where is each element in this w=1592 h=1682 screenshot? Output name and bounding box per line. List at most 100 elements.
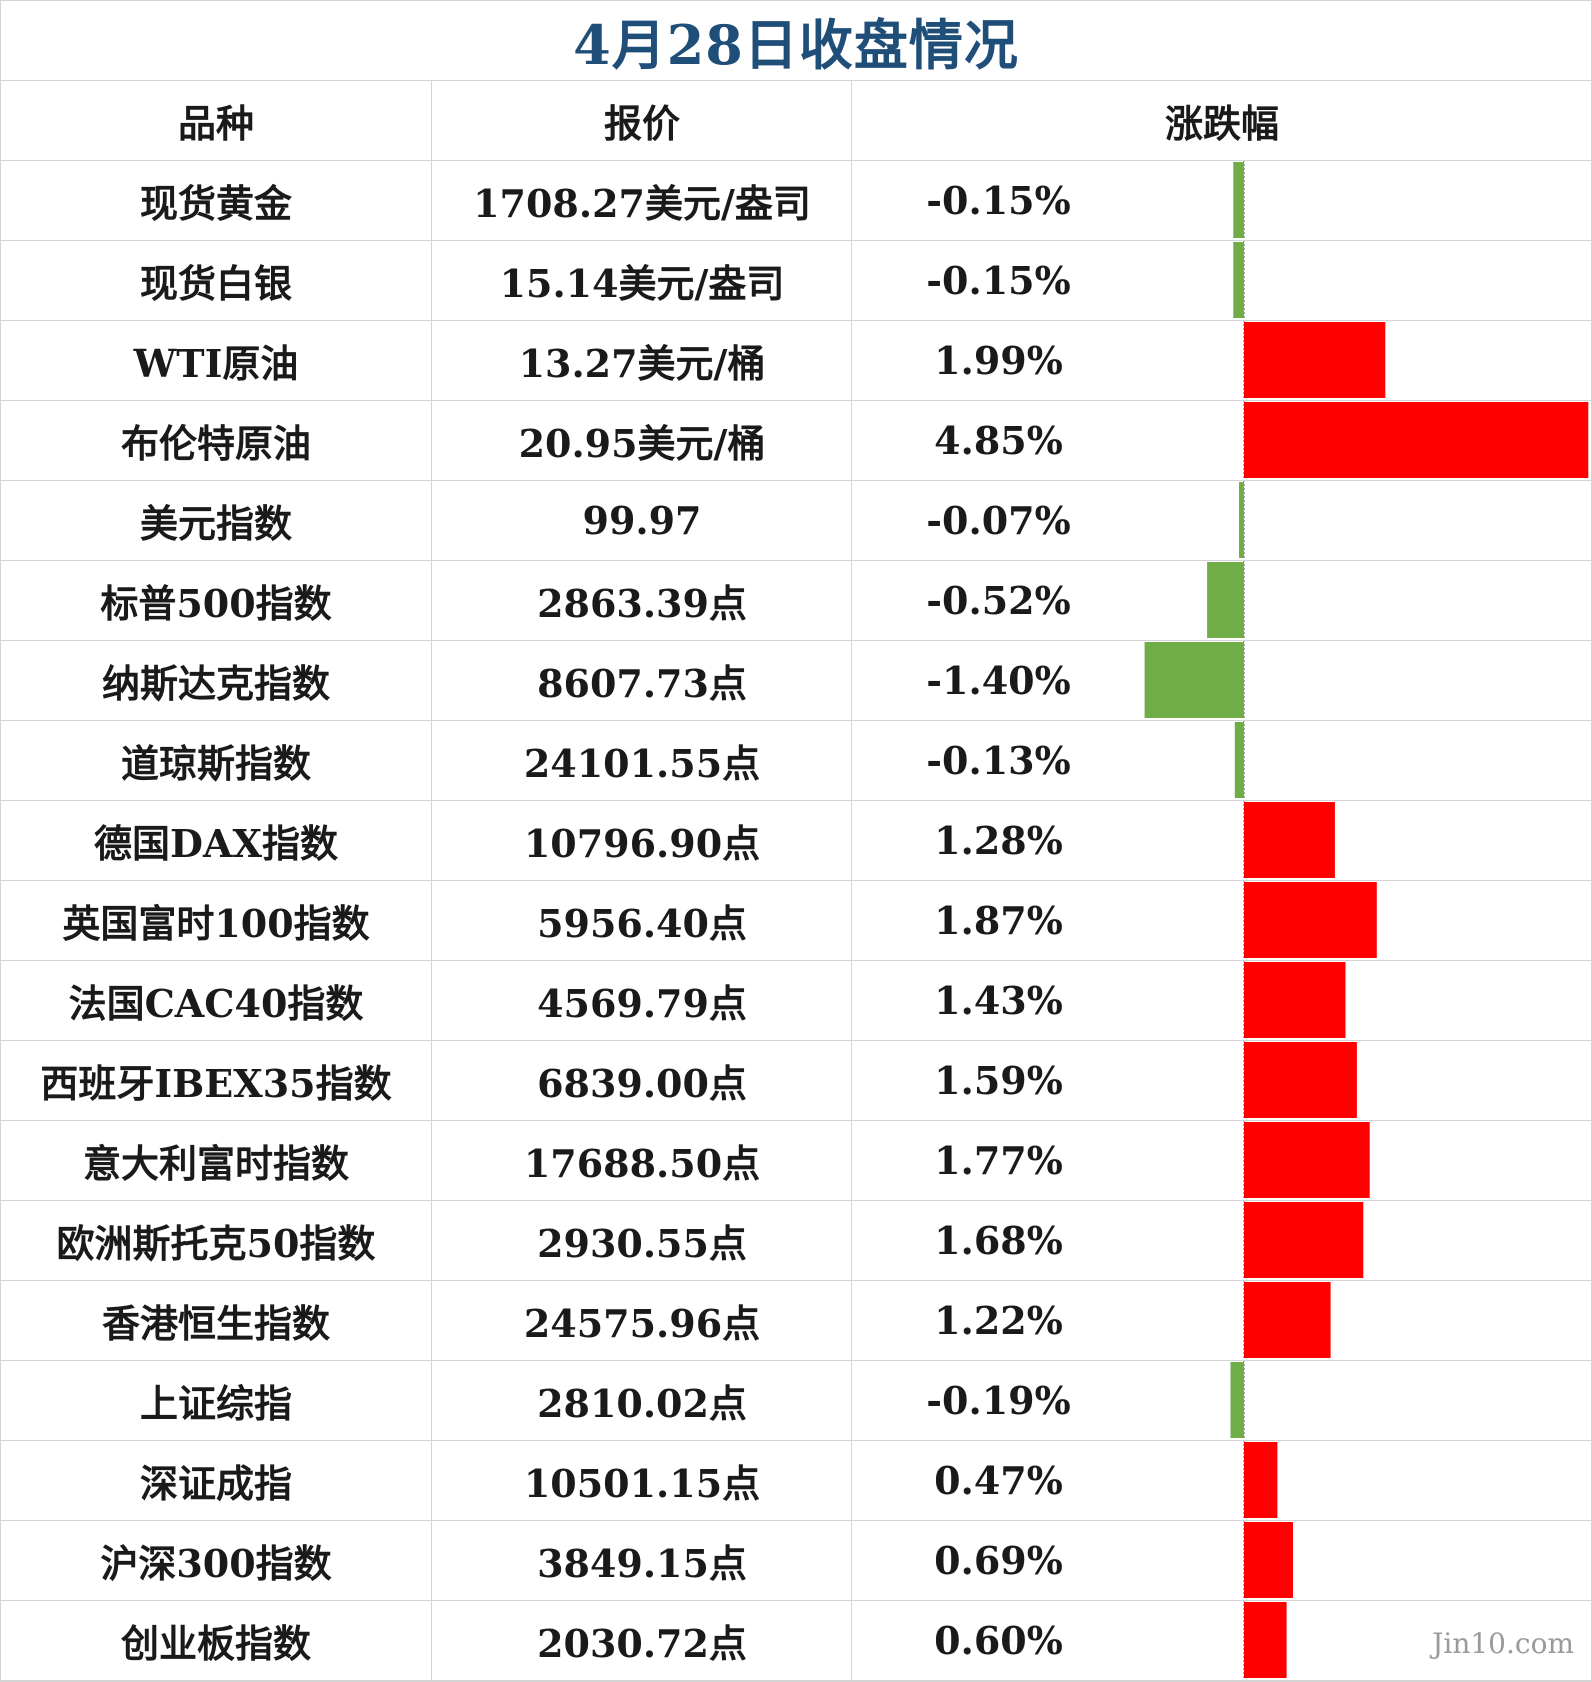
row-name: 意大利富时指数	[82, 1140, 349, 1186]
row-price: 10501.15点	[523, 1460, 761, 1506]
row-name: 美元指数	[139, 500, 292, 546]
change-bar	[1244, 322, 1386, 398]
row-name: 西班牙IBEX35指数	[40, 1060, 392, 1106]
row-price: 8607.73点	[537, 660, 747, 706]
table-row: 上证综指 2810.02点 -0.19%	[0, 1360, 1592, 1440]
table-row: 沪深300指数 3849.15点 0.69%	[0, 1520, 1592, 1600]
row-divider	[0, 80, 1592, 81]
row-divider	[0, 1120, 1592, 1121]
row-divider	[0, 880, 1592, 881]
row-change-pct: 1.99%	[934, 337, 1063, 383]
watermark: Jin10.com	[1432, 1627, 1574, 1660]
change-bar	[1233, 162, 1244, 238]
change-bar	[1244, 882, 1377, 958]
row-price: 3849.15点	[537, 1540, 747, 1586]
row-name: 德国DAX指数	[94, 820, 338, 866]
header-row: 品种 报价 涨跌幅	[0, 80, 1592, 160]
row-change-pct: 1.59%	[934, 1057, 1063, 1103]
row-divider	[0, 1520, 1592, 1521]
row-change-pct: 0.60%	[934, 1617, 1063, 1663]
row-divider	[0, 240, 1592, 241]
table-row: 深证成指 10501.15点 0.47%	[0, 1440, 1592, 1520]
table-row: 英国富时100指数 5956.40点 1.87%	[0, 880, 1592, 960]
change-bar	[1244, 402, 1589, 478]
row-name: 深证成指	[139, 1460, 292, 1506]
row-change-pct: 4.85%	[934, 417, 1063, 463]
row-price: 15.14美元/盎司	[499, 260, 785, 306]
table-row: 西班牙IBEX35指数 6839.00点 1.59%	[0, 1040, 1592, 1120]
table-row: 法国CAC40指数 4569.79点 1.43%	[0, 960, 1592, 1040]
row-change-pct: 1.68%	[934, 1217, 1063, 1263]
header-change: 涨跌幅	[1164, 100, 1279, 146]
row-price: 24575.96点	[523, 1300, 761, 1346]
row-divider	[0, 1440, 1592, 1441]
row-change-pct: -0.15%	[926, 257, 1071, 303]
row-change-pct: 1.77%	[934, 1137, 1063, 1183]
row-divider	[0, 480, 1592, 481]
row-name: 上证综指	[139, 1380, 292, 1426]
row-change-pct: -0.52%	[926, 577, 1071, 623]
row-change-pct: -0.07%	[926, 497, 1071, 543]
table-row: 纳斯达克指数 8607.73点 -1.40%	[0, 640, 1592, 720]
row-name: 标普500指数	[100, 580, 332, 626]
row-price: 2930.55点	[537, 1220, 747, 1266]
row-divider	[0, 400, 1592, 401]
row-divider	[0, 720, 1592, 721]
change-bar	[1207, 562, 1244, 638]
row-change-pct: 1.28%	[934, 817, 1063, 863]
row-divider	[0, 1680, 1592, 1681]
row-name: 道琼斯指数	[120, 740, 311, 786]
row-divider	[0, 960, 1592, 961]
row-divider	[0, 1600, 1592, 1601]
row-divider	[0, 1280, 1592, 1281]
table-row: 香港恒生指数 24575.96点 1.22%	[0, 1280, 1592, 1360]
row-change-pct: -0.13%	[926, 737, 1071, 783]
row-price: 5956.40点	[537, 900, 747, 946]
row-price: 20.95美元/桶	[518, 420, 766, 466]
change-bar	[1244, 1282, 1331, 1358]
change-bar	[1244, 962, 1346, 1038]
change-bar	[1239, 482, 1244, 558]
row-name: WTI原油	[133, 340, 299, 386]
row-price: 6839.00点	[537, 1060, 747, 1106]
table-row: 道琼斯指数 24101.55点 -0.13%	[0, 720, 1592, 800]
row-divider	[0, 1360, 1592, 1361]
row-name: 现货黄金	[139, 180, 292, 226]
change-bar	[1244, 1442, 1278, 1518]
divider-price-change	[851, 80, 852, 1682]
row-price: 2030.72点	[537, 1620, 747, 1666]
change-bar	[1244, 1042, 1357, 1118]
table-row: 美元指数 99.97 -0.07%	[0, 480, 1592, 560]
row-price: 99.97	[582, 497, 702, 543]
header-price: 报价	[603, 100, 680, 146]
row-name: 创业板指数	[120, 1620, 311, 1666]
row-price: 1708.27美元/盎司	[473, 180, 811, 226]
change-bar	[1144, 642, 1244, 718]
row-name: 布伦特原油	[120, 420, 311, 466]
row-name: 欧洲斯托克50指数	[56, 1220, 376, 1266]
row-change-pct: 1.22%	[934, 1297, 1063, 1343]
table-row: 欧洲斯托克50指数 2930.55点 1.68%	[0, 1200, 1592, 1280]
table-row: 意大利富时指数 17688.50点 1.77%	[0, 1120, 1592, 1200]
row-name: 沪深300指数	[100, 1540, 332, 1586]
row-name: 香港恒生指数	[101, 1300, 330, 1346]
change-bar	[1234, 722, 1244, 798]
change-bar	[1233, 242, 1244, 318]
row-change-pct: 1.43%	[934, 977, 1063, 1023]
change-bar	[1244, 1522, 1293, 1598]
row-divider	[0, 560, 1592, 561]
divider-name-price	[431, 80, 432, 1682]
row-price: 2810.02点	[537, 1380, 747, 1426]
row-price: 13.27美元/桶	[518, 340, 766, 386]
row-divider	[0, 1040, 1592, 1041]
table-row: WTI原油 13.27美元/桶 1.99%	[0, 320, 1592, 400]
row-price: 17688.50点	[523, 1140, 761, 1186]
row-divider	[0, 160, 1592, 161]
change-bar	[1244, 1602, 1287, 1678]
table-row: 标普500指数 2863.39点 -0.52%	[0, 560, 1592, 640]
row-change-pct: -1.40%	[926, 657, 1071, 703]
row-divider	[0, 800, 1592, 801]
row-divider	[0, 640, 1592, 641]
header-name: 品种	[177, 100, 254, 146]
